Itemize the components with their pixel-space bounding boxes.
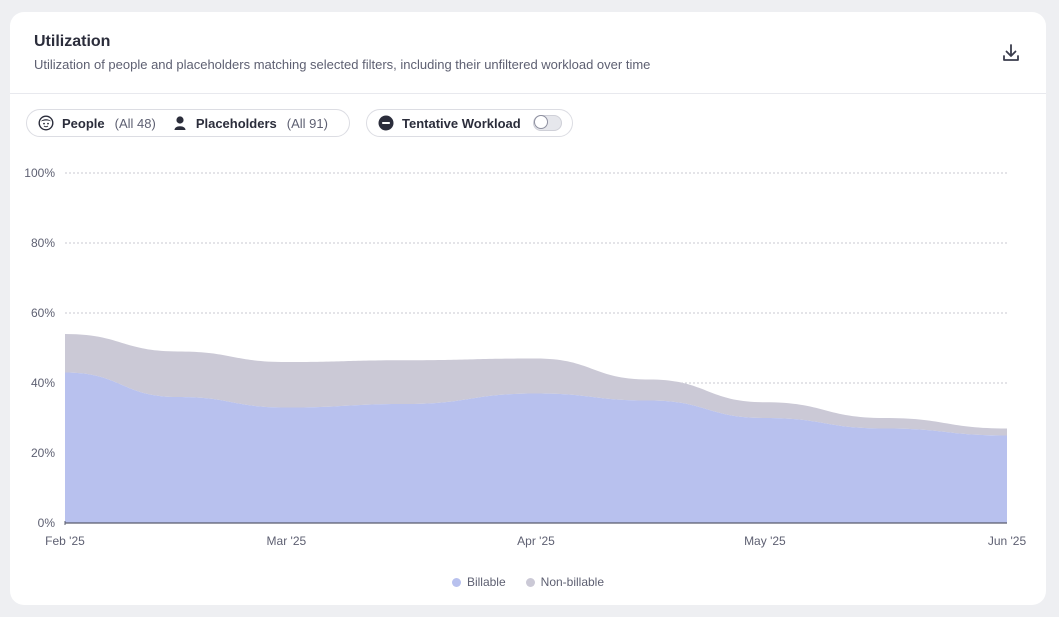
area-non-billable [65,334,1007,436]
tentative-workload-toggle[interactable] [532,115,562,131]
legend-item-non-billable[interactable]: Non-billable [525,575,605,589]
placeholder-person-icon [174,116,186,130]
person-face-icon [38,115,54,131]
minus-circle-icon [378,115,394,131]
y-tick-label: 0% [38,516,56,530]
y-tick-label: 20% [31,446,55,460]
download-icon[interactable] [1000,42,1022,64]
legend-label-non-billable: Non-billable [540,575,605,589]
card-subtitle: Utilization of people and placeholders m… [34,57,651,72]
legend-dot-billable [451,577,461,587]
legend-dot-non-billable [525,577,535,587]
axis-layer: 0% 20% 40% 60% 80% 100% Feb '25 Mar '25 Apr '25 M… [24,166,1026,548]
placeholders-label: Placeholders [195,115,277,131]
people-count: (All 48) [114,115,156,131]
y-tick-label: 60% [31,306,55,320]
x-tick-label: Apr '25 [517,534,555,548]
placeholders-count: (All 91) [286,115,328,131]
card-title: Utilization [34,33,111,50]
y-tick-label: 80% [31,236,55,250]
people-label: People [62,115,105,131]
y-tick-label: 40% [31,376,55,390]
toggle-knob [533,115,548,129]
x-tick-label: May '25 [744,534,786,548]
y-tick-label: 100% [24,166,55,180]
x-tick-label: Feb '25 [45,534,85,548]
x-tick-label: Mar '25 [267,534,307,548]
x-tick-label: Jun '25 [988,534,1027,548]
card-header: Utilization Utilization of people and pl… [10,12,1046,94]
utilization-card: Utilization Utilization of people and pl… [10,12,1046,605]
area-layer [65,334,1007,523]
area-billable [65,372,1007,523]
people-placeholders-filter[interactable]: People (All 48) Placeholders (All 91) [26,109,350,137]
legend-label-billable: Billable [466,575,506,589]
tentative-workload-filter[interactable]: Tentative Workload [366,109,573,137]
utilization-chart: 0% 20% 40% 60% 80% 100% Feb '25 Mar '25 Apr '25 M… [24,166,1026,548]
tentative-workload-label: Tentative Workload [402,115,521,131]
legend-item-billable[interactable]: Billable [451,575,506,589]
chart-legend: Billable Non-billable [10,575,1046,589]
